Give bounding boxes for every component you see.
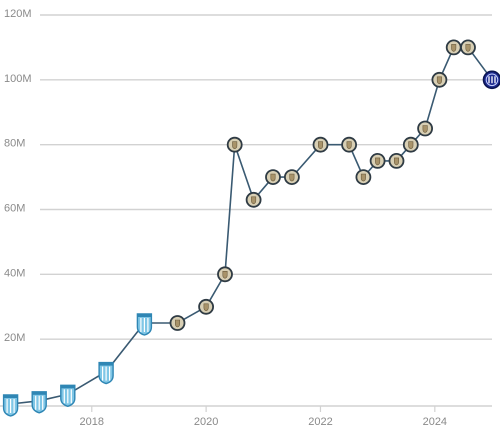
data-point-crest-icon[interactable]: [31, 391, 47, 414]
data-point-crest-icon[interactable]: [98, 361, 114, 385]
data-point-club-icon[interactable]: [283, 169, 300, 186]
data-points-layer: [2, 39, 500, 417]
data-point-crest-icon[interactable]: [60, 384, 76, 408]
series-line: [10, 46, 493, 405]
club-badge-crest: [394, 157, 399, 166]
data-point-club-icon[interactable]: [169, 315, 186, 331]
data-point-club-icon[interactable]: [402, 136, 419, 153]
club-badge-crest: [270, 173, 276, 182]
club-badge-crest: [360, 173, 366, 182]
inter-badge-mark: [488, 76, 496, 84]
crest-band: [99, 362, 114, 366]
data-point-club-icon[interactable]: [265, 169, 281, 186]
data-point-club-icon[interactable]: [312, 136, 329, 153]
x-tick-label: 2020: [194, 416, 218, 428]
club-badge-crest: [465, 44, 471, 52]
club-badge-crest: [232, 141, 238, 150]
data-point-club-icon[interactable]: [460, 39, 476, 56]
data-point-club-icon[interactable]: [388, 152, 405, 169]
y-tick-label: 120M: [4, 8, 32, 20]
data-point-club-icon[interactable]: [355, 169, 372, 186]
data-point-club-icon[interactable]: [245, 191, 262, 208]
grid-layer: [0, 14, 492, 407]
club-badge-crest: [318, 141, 323, 150]
y-tick-label: 100M: [4, 73, 32, 85]
club-badge-crest: [436, 76, 442, 85]
y-tick-label: 60M: [4, 203, 25, 215]
data-point-club-icon[interactable]: [417, 120, 434, 137]
data-point-club-icon[interactable]: [369, 152, 386, 169]
data-point-crest-icon[interactable]: [136, 313, 153, 336]
club-badge-crest: [408, 141, 414, 150]
y-tick-label: 40M: [4, 267, 25, 279]
data-point-club-icon[interactable]: [431, 71, 448, 88]
data-point-club-icon[interactable]: [226, 136, 243, 153]
data-point-inter-icon[interactable]: [482, 70, 500, 90]
club-badge-crest: [289, 173, 295, 182]
club-badge-crest: [222, 270, 228, 279]
club-badge-crest: [375, 157, 381, 166]
club-badge-crest: [203, 303, 209, 312]
x-tick-label: 2022: [308, 416, 332, 428]
crest-band: [32, 391, 47, 395]
x-tick-label: 2024: [423, 416, 447, 428]
y-tick-label: 20M: [4, 332, 25, 344]
crest-band: [137, 314, 152, 317]
club-badge-crest: [251, 196, 257, 205]
club-badge-crest: [175, 319, 180, 328]
data-point-club-icon[interactable]: [341, 136, 358, 153]
x-tick-label: 2018: [80, 416, 104, 428]
data-point-club-icon[interactable]: [445, 39, 462, 56]
crest-band: [60, 385, 75, 389]
club-badge-crest: [346, 141, 352, 150]
x-axis-ticks: 2018 2020 2022 2024: [80, 406, 447, 428]
series-line-layer: [10, 46, 493, 405]
data-point-club-icon[interactable]: [198, 298, 215, 315]
data-point-crest-icon[interactable]: [2, 394, 19, 417]
y-tick-label: 80M: [4, 138, 25, 150]
crest-band: [3, 395, 18, 398]
club-badge-crest: [422, 125, 428, 133]
data-point-club-icon[interactable]: [217, 266, 233, 283]
inter-badge-inner: [485, 73, 499, 87]
club-badge-crest: [451, 44, 457, 52]
y-axis-ticks: 20M 40M 60M 80M 100M 120M: [4, 8, 32, 344]
